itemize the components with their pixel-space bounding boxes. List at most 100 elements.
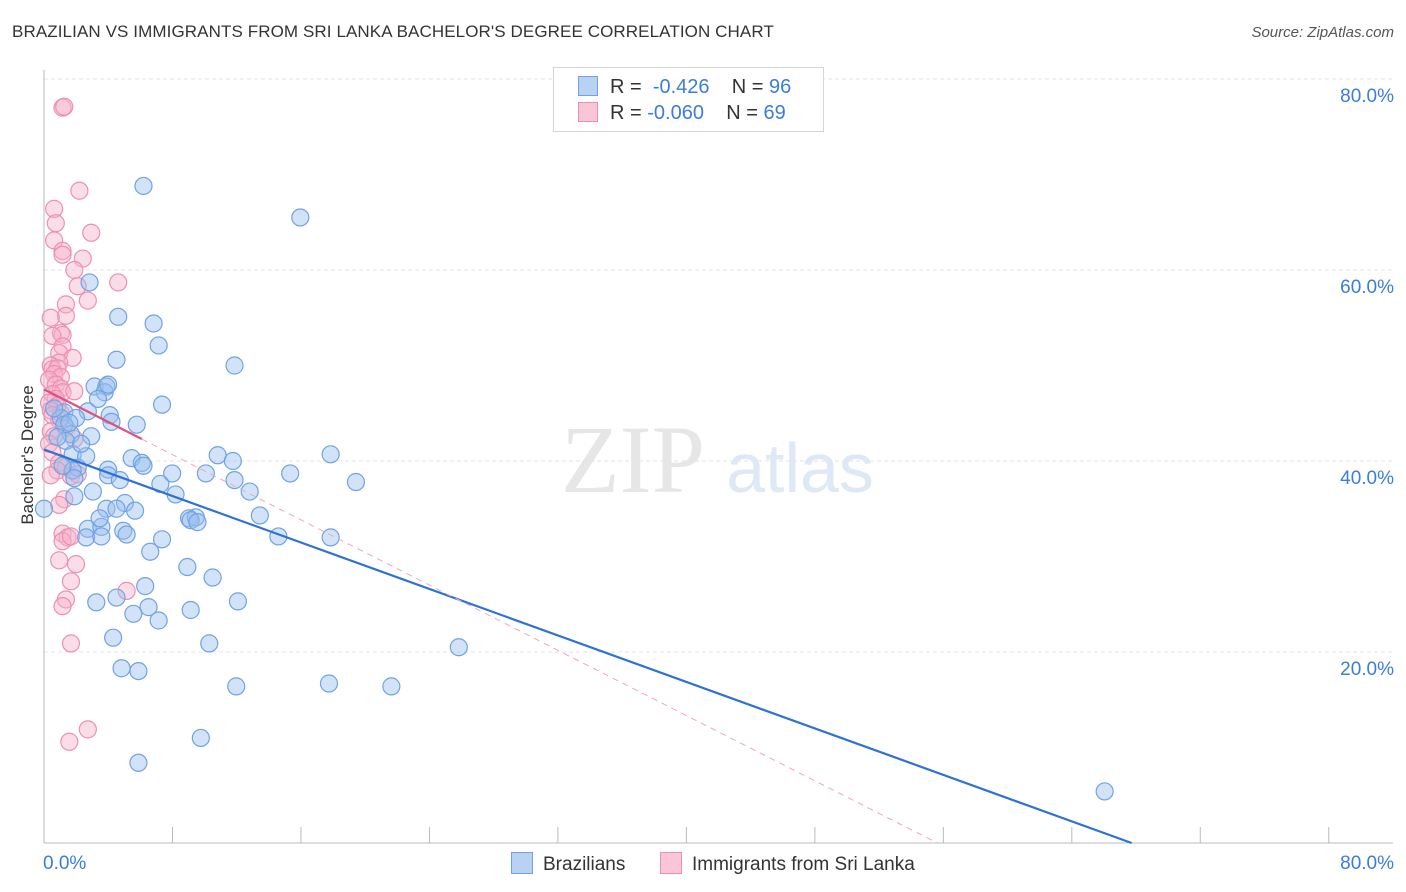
point-brazilian — [107, 350, 126, 369]
point-brazilian — [346, 472, 366, 492]
point-sri-lanka — [46, 214, 65, 233]
correlation-legend: R = -0.426 N = 96 R = -0.060 N = 69 — [553, 67, 824, 132]
point-sri-lanka — [60, 732, 79, 751]
legend-row-brazilians: R = -0.426 N = 96 — [578, 76, 791, 99]
point-sri-lanka — [50, 551, 69, 570]
point-brazilian — [60, 413, 79, 432]
point-brazilian — [149, 611, 168, 630]
point-sri-lanka — [56, 306, 76, 325]
points-brazilians — [34, 176, 1114, 801]
point-sri-lanka — [70, 181, 89, 200]
point-brazilian — [53, 456, 72, 475]
point-sri-lanka — [61, 572, 81, 591]
r-value-sri-lanka: -0.060 — [647, 102, 704, 124]
point-brazilian — [141, 542, 160, 561]
point-brazilian — [112, 659, 131, 678]
point-sri-lanka — [63, 348, 82, 367]
point-brazilian — [1095, 782, 1114, 801]
point-sri-lanka — [53, 98, 72, 117]
point-brazilian — [34, 499, 54, 518]
point-brazilian — [178, 557, 197, 577]
point-sri-lanka — [78, 291, 97, 310]
watermark-zip: ZIP — [561, 406, 705, 513]
point-brazilian — [191, 728, 210, 748]
point-brazilian — [163, 464, 182, 483]
point-sri-lanka — [53, 597, 72, 616]
point-brazilian — [291, 208, 310, 227]
point-brazilian — [48, 428, 67, 447]
point-brazilian — [124, 604, 143, 623]
point-brazilian — [152, 530, 172, 549]
point-brazilian — [129, 753, 148, 772]
point-brazilian — [139, 598, 158, 617]
grid-lines — [44, 78, 1393, 653]
point-brazilian — [281, 464, 300, 483]
point-sri-lanka — [53, 532, 72, 551]
source-label: Source: ZipAtlas.com — [1251, 24, 1394, 41]
point-brazilian — [129, 661, 148, 681]
point-brazilian — [45, 399, 64, 418]
point-brazilian — [132, 453, 151, 473]
legend-swatch-brazilians — [578, 76, 598, 96]
point-brazilian — [71, 434, 91, 453]
legend-swatch-brazilians — [511, 852, 533, 874]
point-brazilian — [87, 593, 106, 612]
point-brazilian — [181, 600, 200, 620]
x-tick-label: 0.0% — [43, 853, 87, 874]
watermark: ZIP atlas — [561, 406, 874, 513]
point-brazilian — [65, 469, 84, 488]
point-sri-lanka — [66, 555, 86, 574]
n-label: N = — [726, 102, 758, 124]
trend-line-sri-lanka — [43, 388, 143, 441]
point-sri-lanka — [82, 223, 101, 242]
point-sri-lanka — [53, 241, 72, 260]
point-brazilian — [77, 528, 96, 547]
point-brazilian — [127, 415, 146, 434]
point-brazilian — [196, 464, 215, 483]
point-brazilian — [63, 461, 82, 480]
point-sri-lanka — [50, 343, 69, 363]
y-tick-label: 20.0% — [1340, 659, 1394, 680]
legend-label-sri-lanka: Immigrants from Sri Lanka — [692, 854, 915, 875]
y-tick-label: 60.0% — [1340, 277, 1394, 298]
point-sri-lanka — [41, 466, 60, 485]
point-brazilian — [227, 677, 246, 696]
point-brazilian — [188, 513, 207, 532]
point-brazilian — [144, 314, 163, 333]
point-brazilian — [319, 674, 339, 693]
r-value-brazilians: -0.426 — [652, 76, 710, 98]
point-brazilian — [449, 638, 468, 657]
point-sri-lanka — [109, 273, 128, 292]
point-brazilian — [107, 499, 126, 518]
y-axis-label: Bachelor's Degree — [18, 385, 37, 525]
points-sri-lanka — [39, 97, 136, 751]
point-sri-lanka — [61, 634, 81, 653]
point-brazilian — [228, 592, 248, 611]
legend-label-brazilians: Brazilians — [543, 854, 626, 875]
point-brazilian — [321, 528, 340, 547]
point-brazilian — [321, 445, 340, 464]
legend-swatch-sri-lanka — [660, 852, 682, 874]
bottom-legend-brazilians: Brazilians — [511, 852, 625, 876]
point-brazilian — [181, 511, 200, 530]
point-sri-lanka — [68, 277, 87, 296]
chart-title: BRAZILIAN VS IMMIGRANTS FROM SRI LANKA B… — [12, 22, 774, 41]
point-brazilian — [136, 577, 155, 596]
point-sri-lanka — [78, 720, 97, 739]
point-sri-lanka — [55, 490, 74, 509]
point-brazilian — [203, 568, 222, 587]
n-value-sri-lanka: 69 — [763, 102, 786, 124]
watermark-atlas: atlas — [726, 429, 874, 507]
point-brazilian — [107, 588, 126, 607]
trend-line-brazilians — [43, 448, 1133, 845]
x-tick-label: 80.0% — [1340, 853, 1394, 874]
point-brazilian — [55, 403, 74, 422]
point-brazilian — [200, 634, 219, 653]
point-sri-lanka — [45, 199, 64, 218]
point-sri-lanka — [53, 245, 72, 264]
legend-row-sri-lanka: R = -0.060 N = 69 — [578, 102, 786, 125]
point-brazilian — [65, 487, 84, 506]
point-sri-lanka — [117, 581, 136, 600]
point-brazilian — [223, 451, 242, 471]
point-brazilian — [208, 446, 227, 465]
